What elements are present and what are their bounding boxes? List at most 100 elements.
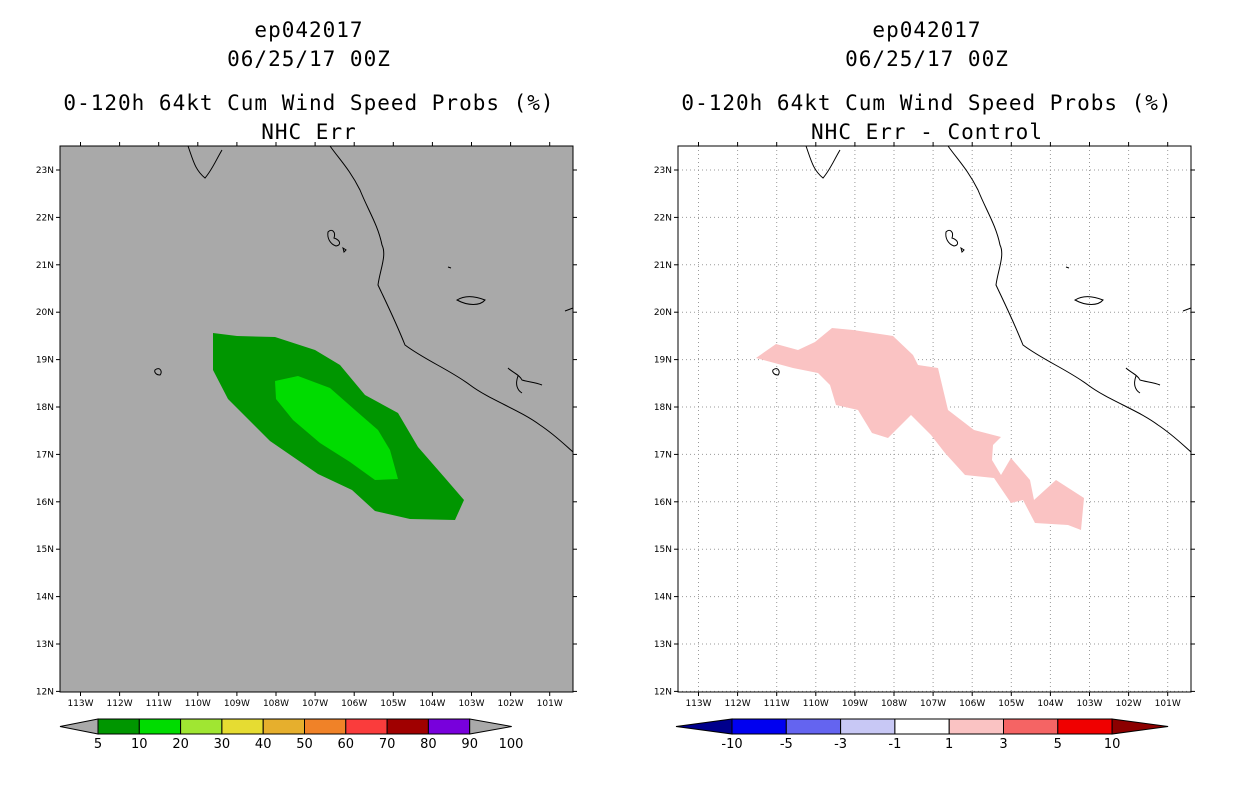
colorbar-over-arrow bbox=[1111, 718, 1169, 735]
lon-label: 105W bbox=[380, 699, 406, 709]
axis-ticks-right bbox=[674, 142, 1195, 696]
colorbar-under-arrow bbox=[59, 718, 99, 735]
colorbar-label: -3 bbox=[834, 737, 847, 752]
map-frame bbox=[677, 145, 1192, 693]
colorbar-label: 40 bbox=[255, 737, 272, 752]
lon-label: 103W bbox=[1076, 699, 1102, 709]
colorbar-segment bbox=[1057, 718, 1113, 735]
lat-label: 22N bbox=[654, 213, 672, 223]
colorbar-segment bbox=[427, 718, 471, 735]
lon-label: 107W bbox=[920, 699, 946, 709]
lon-label: 112W bbox=[725, 699, 751, 709]
colorbar-segment bbox=[97, 718, 140, 735]
lat-label: 13N bbox=[654, 640, 672, 650]
lon-label: 110W bbox=[803, 699, 829, 709]
colorbar-label: 5 bbox=[94, 737, 102, 752]
product-subtitle: NHC Err bbox=[261, 120, 357, 144]
colorbar-label: -1 bbox=[888, 737, 901, 752]
lon-label: 103W bbox=[458, 699, 484, 709]
map-left: 23N 22N 21N 20N 19N 18N 17N 16N 15N 14N 13N 12N 113… bbox=[36, 142, 577, 752]
lon-label: 113W bbox=[685, 699, 711, 709]
colorbar-label: 70 bbox=[379, 737, 396, 752]
colorbar-label: 20 bbox=[172, 737, 189, 752]
colorbar-label: 100 bbox=[499, 737, 524, 752]
lat-label: 14N bbox=[36, 593, 54, 603]
colorbar-segment bbox=[894, 718, 950, 735]
lon-label: 101W bbox=[537, 699, 563, 709]
lat-label: 15N bbox=[36, 545, 54, 555]
storm-id: ep042017 bbox=[254, 18, 364, 42]
lon-label: 111W bbox=[146, 699, 172, 709]
colorbar-segment bbox=[262, 718, 306, 735]
colorbar-label: 10 bbox=[131, 737, 148, 752]
lat-label: 17N bbox=[654, 450, 672, 460]
lon-label: 111W bbox=[764, 699, 790, 709]
lon-label: 108W bbox=[881, 699, 907, 709]
lon-labels-left: 113W 112W 111W 110W 109W 108W 107W 106W 105W 104W… bbox=[67, 699, 562, 709]
probability-10-20-area bbox=[275, 376, 398, 480]
product-title: 0-120h 64kt Cum Wind Speed Probs (%) bbox=[63, 91, 555, 115]
datetime: 06/25/17 00Z bbox=[845, 47, 1009, 71]
lat-labels-left: 23N 22N 21N 20N 19N 18N 17N 16N 15N 14N 13N 12N bbox=[36, 166, 54, 697]
lon-label: 106W bbox=[959, 699, 985, 709]
colorbar-segment bbox=[345, 718, 388, 735]
colorbar-segment bbox=[386, 718, 429, 735]
colorbar-over-arrow bbox=[469, 718, 512, 735]
lat-label: 17N bbox=[36, 450, 54, 460]
colorbar-segment bbox=[785, 718, 842, 735]
lon-label: 109W bbox=[224, 699, 250, 709]
lat-label: 19N bbox=[654, 356, 672, 366]
lon-label: 105W bbox=[998, 699, 1024, 709]
axis-ticks-left bbox=[56, 142, 577, 696]
lat-label: 18N bbox=[36, 403, 54, 413]
lon-label: 112W bbox=[107, 699, 133, 709]
lat-label: 20N bbox=[654, 308, 672, 318]
colorbar-segment bbox=[1003, 718, 1059, 735]
lon-label: 106W bbox=[341, 699, 367, 709]
lat-label: 15N bbox=[654, 545, 672, 555]
lon-label: 104W bbox=[419, 699, 445, 709]
product-subtitle: NHC Err - Control bbox=[811, 120, 1043, 144]
storm-id: ep042017 bbox=[872, 18, 982, 42]
colorbar-label: 90 bbox=[461, 737, 478, 752]
lat-labels-right: 23N 22N 21N 20N 19N 18N 17N 16N 15N 14N 13N 12N bbox=[654, 166, 672, 697]
colorbar-label: 60 bbox=[338, 737, 355, 752]
colorbar-right: -10 -5 -3 -1 1 3 5 10 bbox=[675, 718, 1169, 752]
colorbar-label: -10 bbox=[721, 737, 742, 752]
coastline-left bbox=[154, 145, 574, 453]
colorbar-label: 1 bbox=[945, 737, 953, 752]
lat-label: 21N bbox=[654, 261, 672, 271]
lon-label: 113W bbox=[67, 699, 93, 709]
colorbar-label: -5 bbox=[780, 737, 793, 752]
product-title: 0-120h 64kt Cum Wind Speed Probs (%) bbox=[681, 91, 1173, 115]
colorbar-label: 10 bbox=[1104, 737, 1121, 752]
lat-label: 12N bbox=[654, 687, 672, 697]
colorbar-segment bbox=[180, 718, 223, 735]
lon-label: 101W bbox=[1155, 699, 1181, 709]
colorbar-segment bbox=[948, 718, 1005, 735]
colorbar-under-arrow bbox=[675, 718, 733, 735]
lat-label: 23N bbox=[654, 166, 672, 176]
lon-label: 102W bbox=[498, 699, 524, 709]
coastline-right bbox=[772, 145, 1192, 453]
lon-label: 108W bbox=[263, 699, 289, 709]
left-panel: ep042017 06/25/17 00Z 0-120h 64kt Cum Wi… bbox=[36, 18, 577, 752]
lat-label: 23N bbox=[36, 166, 54, 176]
colorbar-left: 5 10 20 30 40 50 60 70 80 90 100 bbox=[59, 718, 524, 752]
lat-label: 16N bbox=[36, 498, 54, 508]
lat-label: 20N bbox=[36, 308, 54, 318]
colorbar-label: 80 bbox=[420, 737, 437, 752]
colorbar-label: 3 bbox=[999, 737, 1007, 752]
colorbar-label: 5 bbox=[1054, 737, 1062, 752]
map-frame bbox=[59, 145, 574, 693]
lon-label: 109W bbox=[842, 699, 868, 709]
lon-label: 110W bbox=[185, 699, 211, 709]
lon-label: 102W bbox=[1116, 699, 1142, 709]
right-panel: ep042017 06/25/17 00Z 0-120h 64kt Cum Wi… bbox=[618, 0, 1236, 800]
colorbar-segment bbox=[304, 718, 347, 735]
lat-label: 16N bbox=[654, 498, 672, 508]
colorbar-label: 50 bbox=[296, 737, 313, 752]
map-right: 23N 22N 21N 20N 19N 18N 17N 16N 15N 14N 13N 12N 113… bbox=[654, 142, 1195, 752]
lon-label: 104W bbox=[1037, 699, 1063, 709]
difference-1-3-area bbox=[756, 328, 1084, 530]
